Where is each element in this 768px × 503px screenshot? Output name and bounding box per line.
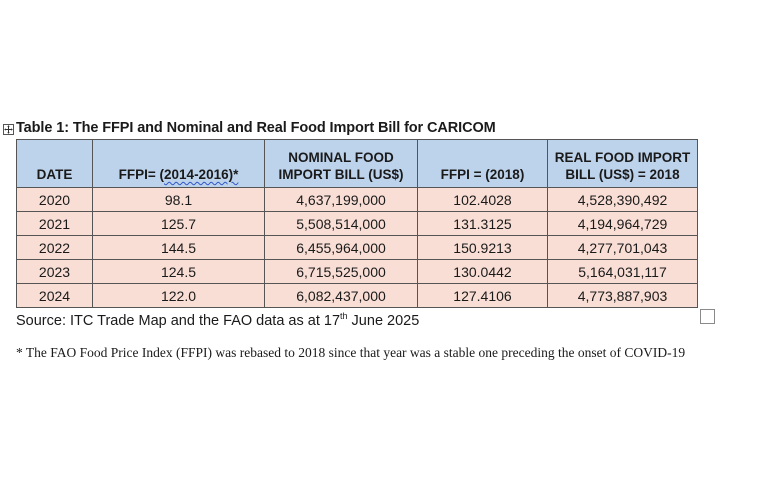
source-note: Source: ITC Trade Map and the FAO data a… bbox=[16, 311, 419, 329]
cell-ffpi-2018: 131.3125 bbox=[417, 211, 548, 236]
cell-ffpi-2018: 102.4028 bbox=[417, 187, 548, 212]
cell-date: 2024 bbox=[16, 283, 93, 308]
header-date-label: DATE bbox=[36, 167, 73, 182]
header-nominal-import-bill: NOMINAL FOOD IMPORT BILL (US$) bbox=[264, 139, 418, 188]
cell-nominal: 6,715,525,000 bbox=[264, 259, 418, 284]
header-real-import-bill: REAL FOOD IMPORT BILL (US$) = 2018 bbox=[547, 139, 698, 188]
table-move-handle-icon[interactable] bbox=[3, 124, 14, 135]
table-header-row: DATE FFPI= (2014-2016)* NOMINAL FOOD IMPO… bbox=[16, 139, 698, 188]
source-text: Source: ITC Trade Map and the FAO data a… bbox=[16, 312, 341, 329]
cell-ffpi: 125.7 bbox=[92, 211, 265, 236]
cell-date: 2023 bbox=[16, 259, 93, 284]
cell-real: 4,277,701,043 bbox=[547, 235, 698, 260]
cell-date: 2022 bbox=[16, 235, 93, 260]
cell-nominal: 4,637,199,000 bbox=[264, 187, 418, 212]
cell-ffpi-2018: 150.9213 bbox=[417, 235, 548, 260]
cell-real: 4,194,964,729 bbox=[547, 211, 698, 236]
cell-nominal: 5,508,514,000 bbox=[264, 211, 418, 236]
cell-ffpi: 124.5 bbox=[92, 259, 265, 284]
cell-real: 5,164,031,117 bbox=[547, 259, 698, 284]
source-superscript: th bbox=[340, 311, 348, 321]
checkbox-outline-icon[interactable] bbox=[700, 309, 715, 324]
header-nominal-line2: IMPORT BILL (US$) bbox=[278, 167, 404, 182]
header-real-line2: BILL (US$) = 2018 bbox=[565, 167, 680, 182]
cell-date: 2021 bbox=[16, 211, 93, 236]
cell-ffpi-2018: 127.4106 bbox=[417, 283, 548, 308]
cell-nominal: 6,455,964,000 bbox=[264, 235, 418, 260]
table-caption: Table 1: The FFPI and Nominal and Real F… bbox=[16, 120, 496, 136]
food-import-bill-table: DATE FFPI= (2014-2016)* NOMINAL FOOD IMPO… bbox=[16, 139, 698, 308]
cell-real: 4,773,887,903 bbox=[547, 283, 698, 308]
table-row: 2023 124.5 6,715,525,000 130.0442 5,164,… bbox=[16, 259, 698, 284]
table-row: 2020 98.1 4,637,199,000 102.4028 4,528,3… bbox=[16, 187, 698, 212]
cell-nominal: 6,082,437,000 bbox=[264, 283, 418, 308]
header-date: DATE bbox=[16, 139, 93, 188]
header-ffpi-2014-2016: FFPI= (2014-2016)* bbox=[92, 139, 265, 188]
table-row: 2024 122.0 6,082,437,000 127.4106 4,773,… bbox=[16, 283, 698, 308]
header-ffpi-prefix: FFPI= ( bbox=[118, 167, 165, 182]
cell-ffpi: 144.5 bbox=[92, 235, 265, 260]
header-real-line1: REAL FOOD IMPORT bbox=[554, 150, 691, 165]
cell-date: 2020 bbox=[16, 187, 93, 212]
cell-ffpi: 122.0 bbox=[92, 283, 265, 308]
cell-real: 4,528,390,492 bbox=[547, 187, 698, 212]
header-nominal-line1: NOMINAL FOOD bbox=[288, 150, 394, 165]
table-row: 2021 125.7 5,508,514,000 131.3125 4,194,… bbox=[16, 211, 698, 236]
cell-ffpi: 98.1 bbox=[92, 187, 265, 212]
table-row: 2022 144.5 6,455,964,000 150.9213 4,277,… bbox=[16, 235, 698, 260]
cell-ffpi-2018: 130.0442 bbox=[417, 259, 548, 284]
footnote: * The FAO Food Price Index (FFPI) was re… bbox=[16, 345, 686, 360]
header-ffpi-underlined: 2014-2016)* bbox=[164, 167, 239, 182]
header-ffpi-2018-label: FFPI = (2018) bbox=[440, 167, 525, 182]
source-date-tail: June 2025 bbox=[347, 312, 420, 329]
header-ffpi-2018: FFPI = (2018) bbox=[417, 139, 548, 188]
